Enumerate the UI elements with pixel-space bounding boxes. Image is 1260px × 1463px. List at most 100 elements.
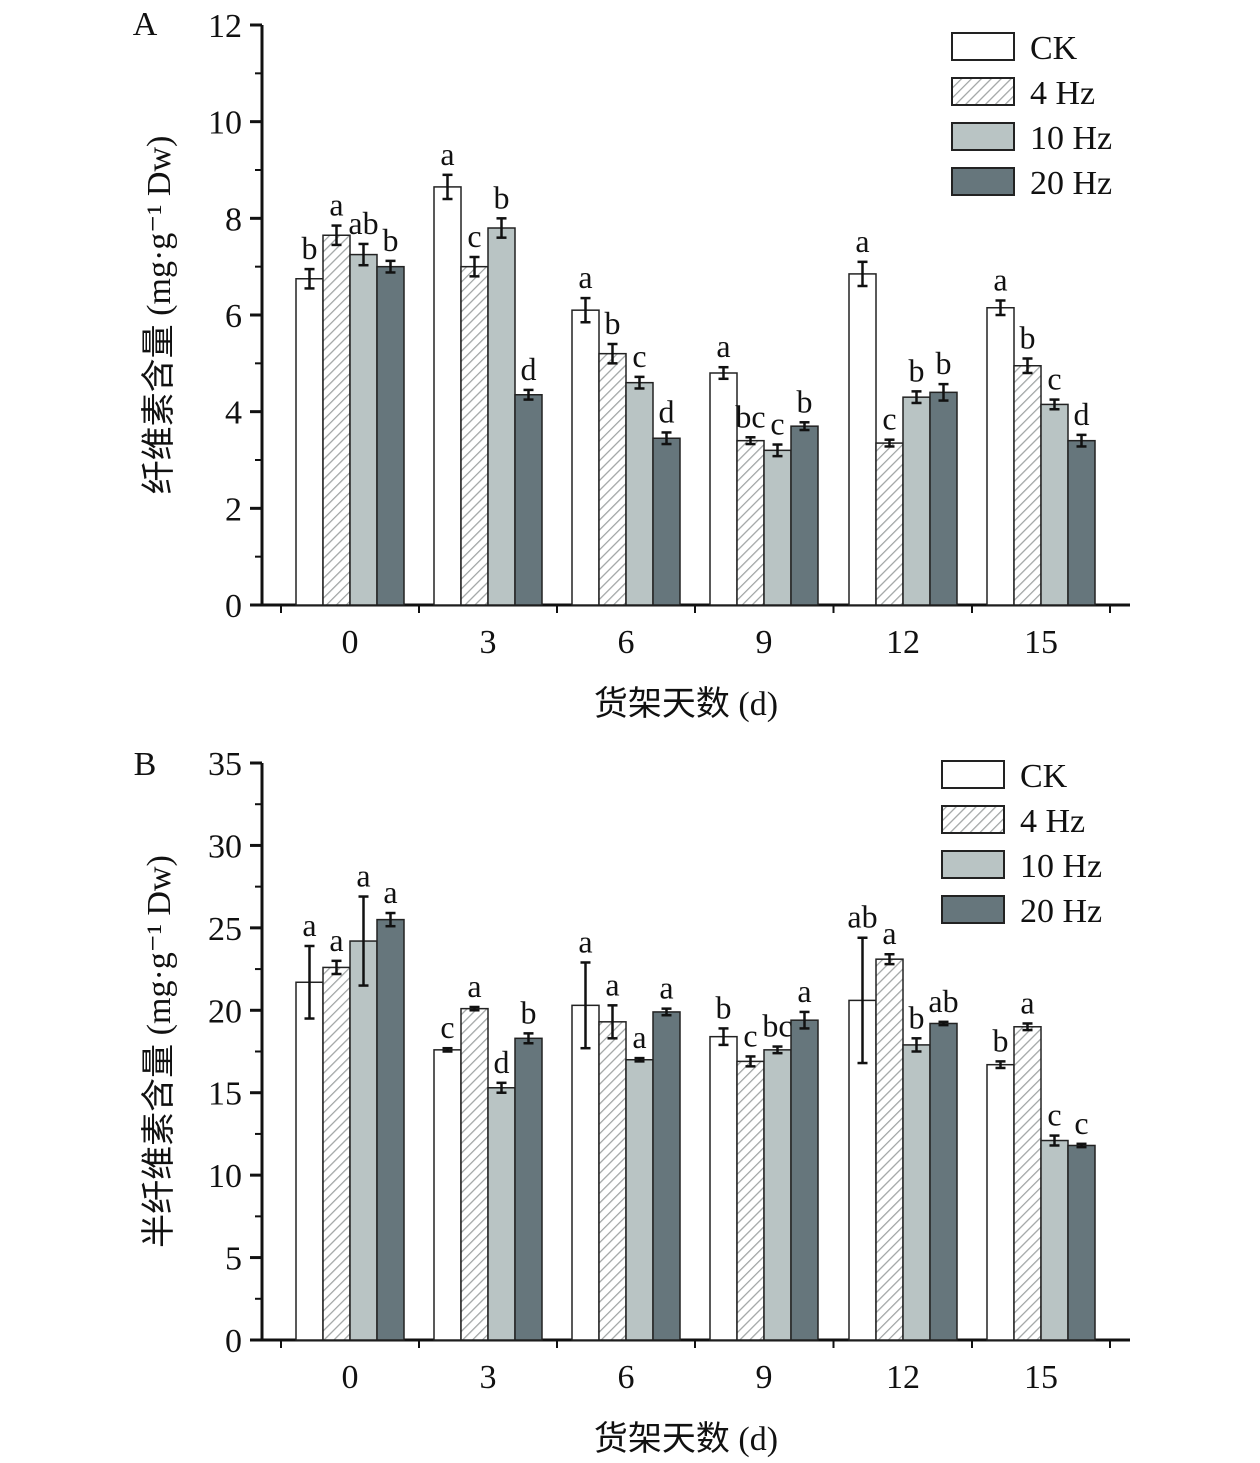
x-tick-label: 9 (756, 1359, 773, 1396)
y-tick-label: 8 (225, 201, 242, 238)
bar-4hz (598, 352, 627, 606)
bar-ck (571, 309, 600, 606)
significance-letter: c (440, 1009, 454, 1045)
bar-4hz (460, 265, 489, 606)
y-tick-label: 25 (208, 911, 242, 948)
bar-10hz (349, 253, 378, 606)
x-tick-label: 6 (618, 624, 635, 661)
y-tick-label: 4 (225, 395, 242, 432)
bar-20hz (652, 1011, 681, 1341)
significance-letter: a (302, 907, 316, 943)
significance-letter: a (659, 970, 673, 1006)
bar-4hz (736, 439, 765, 606)
significance-letter: a (356, 858, 370, 894)
x-tick-label: 15 (1024, 1359, 1058, 1396)
bar-ck (295, 981, 324, 1341)
bar-ck (433, 1049, 462, 1341)
significance-letter: a (993, 262, 1007, 298)
legend-label: 10 Hz (1020, 848, 1102, 885)
x-tick-label: 12 (886, 624, 920, 661)
bar-10hz (902, 396, 931, 606)
significance-letter: a (329, 187, 343, 223)
significance-letter: b (383, 222, 399, 258)
significance-letter: ab (348, 205, 378, 241)
significance-letter: d (521, 351, 537, 387)
bar-20hz (1067, 439, 1096, 606)
legend-swatch (941, 895, 1005, 924)
bar-10hz (902, 1044, 931, 1341)
significance-letter: b (605, 305, 621, 341)
x-tick-label: 0 (342, 624, 359, 661)
significance-letter: a (578, 259, 592, 295)
y-tick-label: 6 (225, 298, 242, 335)
y-axis-label: 纤维素含量 (mg·g⁻¹ Dw) (140, 136, 178, 495)
legend-swatch (951, 32, 1015, 61)
y-tick-label: 0 (225, 588, 242, 625)
bar-4hz (322, 234, 351, 606)
y-tick-label: 15 (208, 1076, 242, 1113)
bar-10hz (625, 381, 654, 606)
significance-letter: c (882, 401, 896, 437)
significance-letter: a (383, 874, 397, 910)
panel-label: A (133, 6, 158, 43)
bar-ck (571, 1004, 600, 1341)
y-tick-label: 10 (208, 105, 242, 142)
x-axis-label: 货架天数 (d) (594, 685, 778, 723)
bar-ck (709, 372, 738, 606)
significance-letter: b (909, 999, 925, 1035)
legend-label: 20 Hz (1030, 165, 1112, 202)
bar-20hz (929, 1022, 958, 1341)
bar-20hz (376, 918, 405, 1341)
bar-10hz (349, 940, 378, 1341)
bar-20hz (514, 394, 543, 606)
legend-swatch (941, 805, 1005, 834)
significance-letter: ab (928, 983, 958, 1019)
y-tick-label: 35 (208, 746, 242, 783)
bar-10hz (763, 449, 792, 606)
legend-swatch (941, 850, 1005, 879)
significance-letter: b (494, 179, 510, 215)
significance-letter: b (909, 352, 925, 388)
bar-20hz (376, 265, 405, 606)
bar-10hz (1040, 403, 1069, 606)
bar-4hz (460, 1007, 489, 1341)
bar-20hz (652, 437, 681, 606)
x-tick-label: 9 (756, 624, 773, 661)
legend-swatch (951, 122, 1015, 151)
significance-letter: bc (735, 398, 765, 434)
x-tick-label: 3 (480, 1359, 497, 1396)
legend-swatch (951, 77, 1015, 106)
y-tick-label: 0 (225, 1323, 242, 1360)
significance-letter: ab (847, 899, 877, 935)
significance-letter: c (1074, 1105, 1088, 1141)
significance-letter: d (494, 1044, 510, 1080)
significance-letter: b (1020, 320, 1036, 356)
y-tick-label: 5 (225, 1241, 242, 1278)
bar-20hz (929, 391, 958, 606)
significance-letter: a (467, 968, 481, 1004)
bar-ck (295, 278, 324, 606)
legend-label: 4 Hz (1030, 75, 1095, 112)
y-tick-label: 12 (208, 8, 242, 45)
significance-letter: b (993, 1022, 1009, 1058)
significance-letter: a (1020, 984, 1034, 1020)
bar-ck (433, 186, 462, 606)
legend-swatch (941, 760, 1005, 789)
significance-letter: d (1074, 396, 1090, 432)
significance-letter: b (716, 989, 732, 1025)
bar-20hz (514, 1037, 543, 1341)
bar-20hz (790, 425, 819, 606)
x-tick-label: 3 (480, 624, 497, 661)
significance-letter: a (882, 915, 896, 951)
legend: CK 4 Hz 10 Hz 20 Hz (941, 758, 1102, 930)
panel-label: B (134, 746, 157, 783)
y-tick-label: 10 (208, 1158, 242, 1195)
bar-20hz (790, 1019, 819, 1341)
significance-letter: b (936, 345, 952, 381)
y-tick-label: 30 (208, 828, 242, 865)
significance-letter: c (1047, 361, 1061, 397)
bar-10hz (625, 1058, 654, 1341)
bar-10hz (487, 227, 516, 606)
